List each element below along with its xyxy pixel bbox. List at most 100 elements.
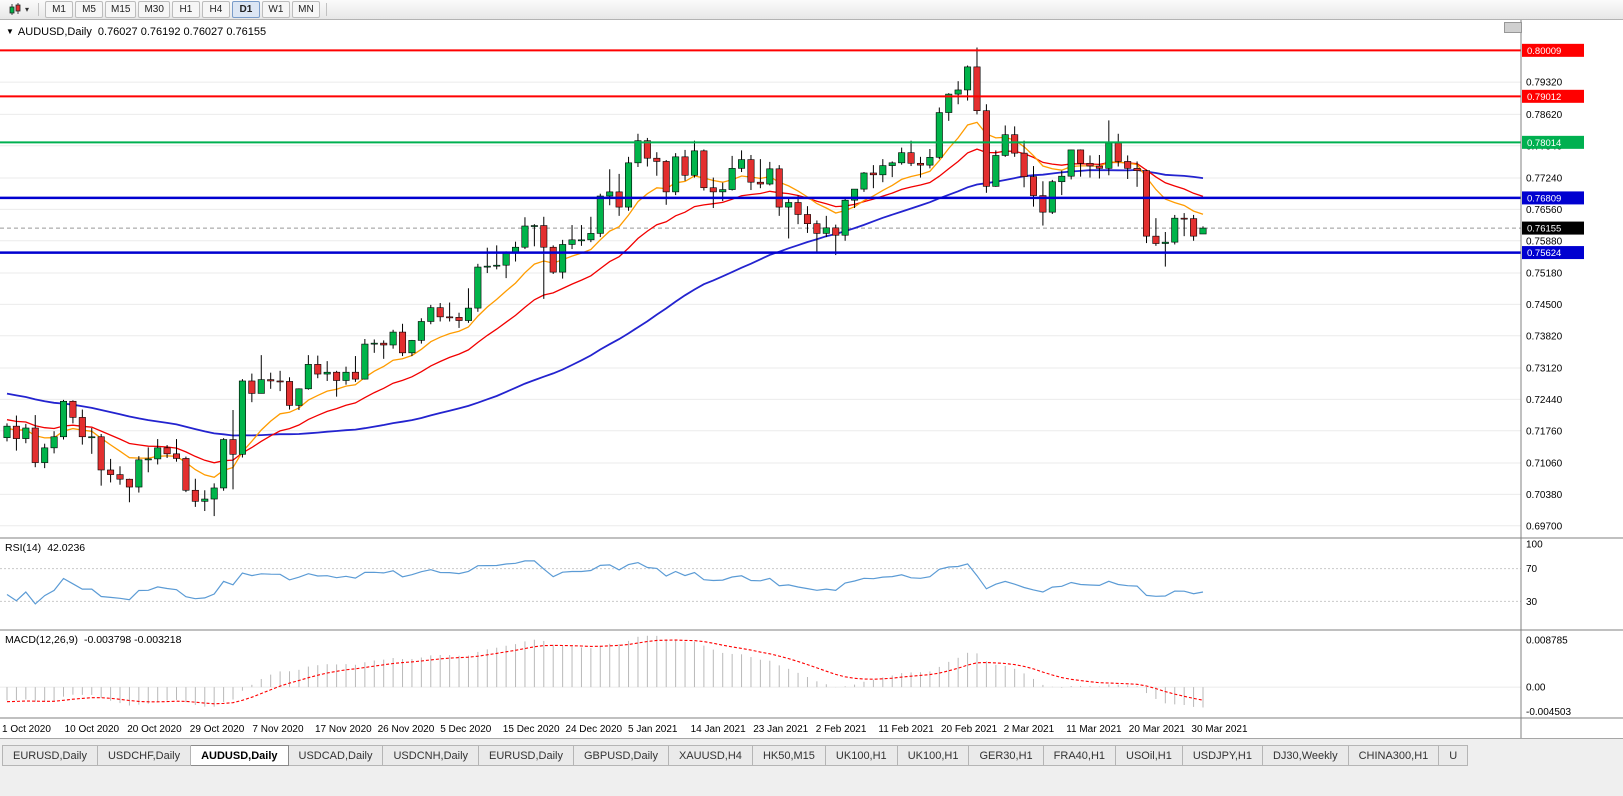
ohlc-values: 0.76027 0.76192 0.76027 0.76155: [97, 26, 267, 38]
timeframe-button-w1[interactable]: W1: [261, 1, 290, 18]
svg-text:20 Oct 2020: 20 Oct 2020: [127, 724, 182, 735]
svg-text:0.00: 0.00: [1526, 683, 1546, 694]
macd-histogram: [6, 635, 1204, 708]
toolbar-separator: [325, 3, 327, 16]
svg-text:0.77240: 0.77240: [1526, 174, 1563, 185]
chart-region: 0.793200.786200.779400.772400.765600.758…: [0, 20, 1623, 738]
price-axis: 0.793200.786200.779400.772400.765600.758…: [1526, 78, 1563, 533]
price-chart-svg[interactable]: 0.793200.786200.779400.772400.765600.758…: [0, 20, 1623, 738]
chart-tab[interactable]: USOil,H1: [1116, 745, 1183, 766]
svg-text:1 Oct 2020: 1 Oct 2020: [2, 724, 51, 735]
timeframe-button-d1[interactable]: D1: [231, 1, 260, 18]
chart-scroll-thumb[interactable]: [1504, 22, 1522, 33]
timeframe-button-m5[interactable]: M5: [75, 1, 104, 18]
macd-pane: 0.008785 0.00 -0.004503: [0, 635, 1571, 718]
collapse-triangle-icon[interactable]: ▼: [6, 27, 14, 36]
timeframe-button-m30[interactable]: M30: [138, 1, 170, 18]
chart-tab[interactable]: USDJPY,H1: [1182, 745, 1263, 766]
timeframe-button-h1[interactable]: H1: [171, 1, 200, 18]
chart-tab[interactable]: FRA40,H1: [1043, 745, 1117, 766]
svg-text:30: 30: [1526, 597, 1538, 608]
date-axis: 1 Oct 2020 10 Oct 2020 20 Oct 2020 29 Oct 2…: [2, 724, 1248, 735]
svg-text:5 Dec 2020: 5 Dec 2020: [440, 724, 492, 735]
svg-text:100: 100: [1526, 540, 1543, 551]
price-level-flag: 0.76809: [1522, 191, 1584, 205]
svg-text:0.78620: 0.78620: [1526, 110, 1563, 121]
svg-text:10 Oct 2020: 10 Oct 2020: [65, 724, 120, 735]
chart-tab[interactable]: AUDUSD,Daily: [191, 745, 289, 766]
svg-text:0.76560: 0.76560: [1526, 205, 1563, 216]
svg-text:-0.004503: -0.004503: [1526, 707, 1571, 718]
chart-tabbar: EURUSD,Daily USDCHF,Daily AUDUSD,Daily USDC…: [0, 745, 1623, 766]
svg-text:30 Mar 2021: 30 Mar 2021: [1191, 724, 1248, 735]
svg-text:11 Mar 2021: 11 Mar 2021: [1066, 724, 1122, 735]
bottom-bar: EURUSD,Daily USDCHF,Daily AUDUSD,Daily USDC…: [0, 738, 1623, 796]
svg-text:17 Nov 2020: 17 Nov 2020: [315, 724, 372, 735]
macd-signal-line: [6, 639, 1204, 705]
svg-text:29 Oct 2020: 29 Oct 2020: [190, 724, 245, 735]
rsi-line: [6, 560, 1204, 605]
svg-text:0.78014: 0.78014: [1527, 138, 1561, 149]
svg-text:0.73120: 0.73120: [1526, 364, 1563, 375]
svg-text:20 Feb 2021: 20 Feb 2021: [941, 724, 998, 735]
support-resistance-lines: [0, 49, 1521, 254]
chart-tab[interactable]: EURUSD,Daily: [2, 745, 98, 766]
svg-text:0.76155: 0.76155: [1527, 224, 1561, 235]
svg-text:0.73820: 0.73820: [1526, 331, 1563, 342]
svg-text:0.72440: 0.72440: [1526, 395, 1563, 406]
svg-text:0.75880: 0.75880: [1526, 236, 1563, 247]
svg-text:24 Dec 2020: 24 Dec 2020: [565, 724, 622, 735]
svg-text:0.79012: 0.79012: [1527, 92, 1561, 103]
price-level-flag: 0.75624: [1522, 246, 1584, 260]
svg-text:15 Dec 2020: 15 Dec 2020: [503, 724, 560, 735]
candlestick-chart-icon: [9, 3, 21, 15]
timeframe-button-h4[interactable]: H4: [201, 1, 230, 18]
chart-tab[interactable]: UK100,H1: [825, 745, 898, 766]
macd-name: MACD(12,26,9): [5, 634, 78, 646]
timeframe-group: M1 M5 M15 M30 H1 H4 D1 W1 MN: [44, 1, 321, 18]
chart-tab[interactable]: USDCHF,Daily: [97, 745, 192, 766]
svg-text:2 Mar 2021: 2 Mar 2021: [1004, 724, 1055, 735]
svg-text:0.74500: 0.74500: [1526, 300, 1563, 311]
macd-indicator-label: MACD(12,26,9) -0.003798 -0.003218: [5, 634, 181, 646]
svg-text:0.70380: 0.70380: [1526, 490, 1563, 501]
svg-text:0.71760: 0.71760: [1526, 426, 1563, 437]
svg-text:11 Feb 2021: 11 Feb 2021: [878, 724, 934, 735]
chart-tab[interactable]: CHINA300,H1: [1348, 745, 1440, 766]
price-level-flag: 0.78014: [1522, 135, 1584, 149]
chart-tab[interactable]: GER30,H1: [969, 745, 1044, 766]
timeframe-button-mn[interactable]: MN: [291, 1, 320, 18]
price-grid: [0, 81, 1521, 527]
price-level-flag: 0.80009: [1522, 43, 1584, 57]
chart-tab[interactable]: EURUSD,Daily: [479, 745, 574, 766]
chart-tab[interactable]: XAUUSD,H4: [668, 745, 753, 766]
chart-tab[interactable]: HK50,M15: [752, 745, 826, 766]
toolbar-separator: [38, 3, 40, 16]
timeframe-button-m15[interactable]: M15: [105, 1, 137, 18]
svg-text:7 Nov 2020: 7 Nov 2020: [252, 724, 304, 735]
svg-text:0.71060: 0.71060: [1526, 459, 1563, 470]
chart-tab[interactable]: UK100,H1: [897, 745, 970, 766]
svg-text:0.69700: 0.69700: [1526, 521, 1563, 532]
chart-tab[interactable]: USDCAD,Daily: [288, 745, 384, 766]
ma-line-50: [6, 169, 1204, 437]
chevron-down-icon: ▾: [25, 4, 30, 14]
rsi-name: RSI(14): [5, 542, 42, 554]
svg-text:2 Feb 2021: 2 Feb 2021: [816, 724, 867, 735]
chart-tab[interactable]: GBPUSD,Daily: [574, 745, 669, 766]
macd-values: -0.003798 -0.003218: [83, 634, 182, 646]
chart-tab[interactable]: USDCNH,Daily: [383, 745, 480, 766]
chart-tab[interactable]: U: [1439, 745, 1469, 766]
svg-text:20 Mar 2021: 20 Mar 2021: [1129, 724, 1186, 735]
svg-text:0.75180: 0.75180: [1526, 269, 1563, 280]
svg-text:0.75624: 0.75624: [1527, 248, 1561, 259]
svg-text:70: 70: [1526, 564, 1538, 575]
timeframe-button-m1[interactable]: M1: [45, 1, 74, 18]
rsi-value: 42.0236: [47, 542, 86, 554]
main-toolbar: ▾ M1 M5 M15 M30 H1 H4 D1 W1 MN: [0, 0, 1623, 20]
chart-tab[interactable]: DJ30,Weekly: [1262, 745, 1349, 766]
svg-text:5 Jan 2021: 5 Jan 2021: [628, 724, 678, 735]
chart-type-button[interactable]: ▾: [4, 2, 33, 17]
rsi-pane: 100 70 30: [0, 540, 1543, 608]
